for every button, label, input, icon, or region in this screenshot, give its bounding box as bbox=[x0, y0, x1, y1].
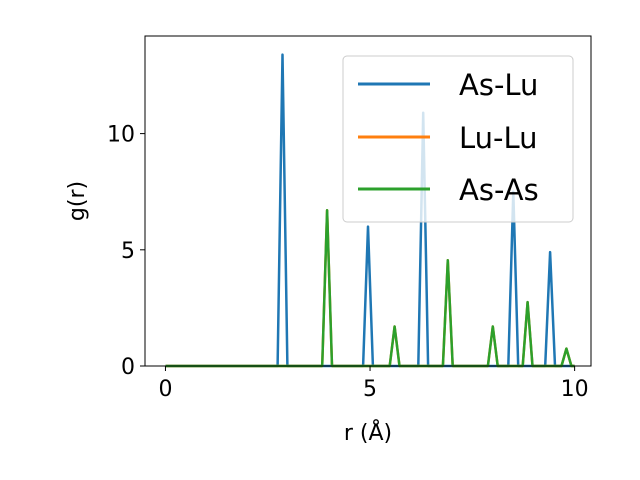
y-tick-label: 0 bbox=[121, 355, 135, 380]
ticks-layer: 0 5 10 0 5 10 bbox=[107, 123, 589, 402]
legend-label-as-lu: As-Lu bbox=[459, 68, 538, 102]
x-tick-label: 5 bbox=[363, 377, 377, 402]
y-axis-label: g(r) bbox=[65, 181, 90, 221]
x-tick-label: 0 bbox=[158, 377, 172, 402]
legend-frame bbox=[342, 55, 574, 223]
legend-label-lu-lu: Lu-Lu bbox=[459, 121, 538, 155]
legend: As-Lu Lu-Lu As-As bbox=[342, 55, 574, 223]
plot-frame bbox=[144, 35, 592, 367]
y-tick-label: 10 bbox=[107, 123, 135, 148]
legend-label-as-as: As-As bbox=[459, 173, 539, 207]
x-axis-label: r (Å) bbox=[344, 419, 392, 446]
y-tick-label: 5 bbox=[121, 239, 135, 264]
x-tick-label: 10 bbox=[561, 377, 589, 402]
